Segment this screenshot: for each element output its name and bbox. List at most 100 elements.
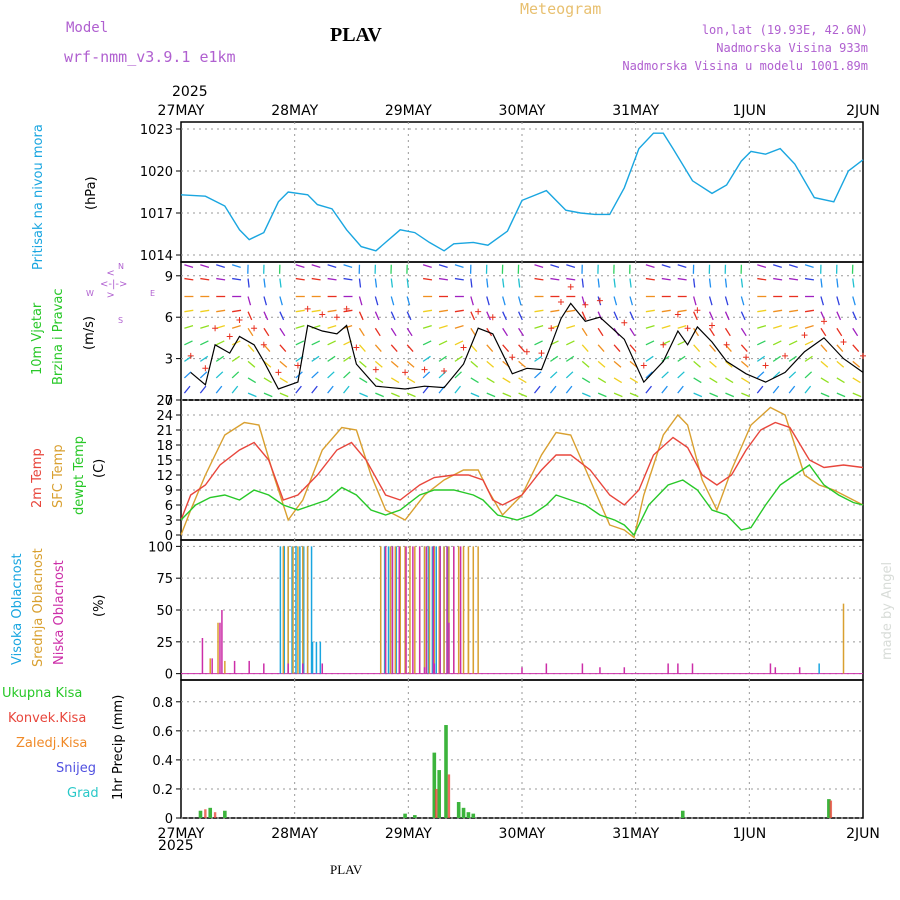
x-tick-top: 29MAY: [385, 103, 432, 119]
precip-total-bar: [466, 812, 471, 818]
wind-arrow: [295, 385, 302, 394]
wind-arrow: [757, 277, 767, 281]
wind-arrow: [629, 360, 638, 368]
gust-mark: [475, 308, 482, 315]
wind-arrow: [756, 385, 764, 394]
x-tick-top: 27MAY: [158, 103, 205, 119]
wind-arrow: [597, 278, 600, 288]
wind-arrow: [247, 327, 254, 337]
y-tick-label: 27: [156, 394, 173, 409]
wind-arrow: [295, 309, 305, 313]
wind-arrow: [708, 296, 713, 306]
wind-arrow: [454, 324, 464, 329]
wind-arrow: [390, 296, 395, 306]
wind-arrow: [311, 340, 321, 346]
precip-total-bar: [827, 799, 831, 818]
wind-arrow: [677, 277, 687, 281]
wind-arrow: [534, 324, 544, 329]
wind-arrow: [709, 392, 719, 398]
wind-arrow: [565, 385, 573, 394]
wind-arrow: [263, 344, 271, 353]
wind-arrow: [247, 311, 253, 321]
wind-arrow: [581, 377, 591, 384]
wind-arrow: [263, 278, 266, 288]
wind-arrow: [263, 296, 268, 306]
wind-arrow: [263, 327, 270, 337]
wind-arrow: [804, 309, 814, 313]
y-tick-label: 1023: [140, 123, 173, 138]
precip-total-bar: [403, 813, 407, 818]
product-title: Meteogram: [520, 0, 602, 18]
precip-total-bar: [432, 752, 437, 818]
wind-arrow: [374, 344, 382, 353]
gust-mark: [684, 325, 691, 332]
wind-arrow: [502, 377, 511, 384]
wind-arrow: [327, 264, 337, 269]
gust-mark: [187, 352, 194, 359]
wind-arrow: [550, 355, 559, 362]
wind-arrow: [438, 324, 448, 329]
gust-mark: [372, 366, 379, 373]
gust-mark: [202, 365, 209, 372]
bottom-station: PLAV: [330, 862, 363, 877]
wind-arrow: [788, 385, 796, 394]
wind-arrow: [661, 324, 671, 329]
wind-arrow: [423, 309, 433, 313]
wind-arrow: [390, 327, 397, 337]
wind-arrow: [518, 344, 525, 353]
precip-total-bar: [208, 807, 213, 818]
wind-arrow: [549, 385, 557, 394]
wind-arrow: [470, 296, 474, 306]
wind-arrow: [343, 324, 353, 329]
wind-arrow: [534, 277, 544, 281]
wind-arrow: [677, 340, 687, 346]
precip-total-bar: [437, 770, 441, 818]
wind-arrow: [311, 309, 321, 313]
wind-arrow: [772, 371, 781, 379]
x-tick-top: 31MAY: [612, 103, 659, 119]
y-tick-label: 1014: [140, 249, 173, 264]
wind-arrow: [422, 324, 432, 329]
wind-arrow: [757, 324, 767, 329]
wind-arrow: [279, 311, 285, 321]
gust-mark: [582, 301, 589, 308]
gust-mark: [421, 366, 428, 373]
wind-arrow: [390, 360, 399, 368]
wind-arrow: [486, 344, 494, 353]
wind-arrow: [327, 355, 336, 362]
wind-arrow: [502, 344, 510, 353]
pressure-label: Pritisak na nivou mora: [31, 124, 46, 270]
wind-arrow: [757, 309, 767, 313]
wind-arrow: [629, 327, 636, 337]
gust-mark: [743, 354, 750, 361]
wind-arrow: [581, 296, 586, 306]
y-tick-label: 0.6: [152, 725, 173, 740]
compass-w: W: [86, 289, 94, 298]
wind-arrow: [804, 277, 814, 281]
wind-arrow: [597, 392, 607, 398]
wind-arrow: [565, 371, 574, 379]
wind-arrow: [374, 360, 383, 368]
wind-arrow: [422, 385, 430, 394]
wind-arrow: [486, 392, 496, 398]
wind-arrow: [422, 355, 431, 362]
wind-arrow: [597, 327, 604, 337]
wind-arrow: [566, 309, 576, 313]
wind-arrow: [343, 355, 352, 362]
wind-arrow: [422, 371, 431, 379]
gust-mark: [821, 318, 828, 325]
wind-arrow: [327, 324, 337, 329]
wind-arrow: [693, 392, 703, 398]
wind-arrow: [804, 385, 812, 394]
pressure-unit: (hPa): [84, 176, 99, 210]
wind-arrow: [183, 371, 192, 379]
wind-arrow: [550, 264, 560, 269]
gust-mark: [694, 307, 701, 314]
wind-arrow: [788, 264, 798, 269]
gust-mark: [548, 325, 555, 332]
model-elevation-text: Nadmorska Visina u modelu 1001.89m: [622, 59, 868, 73]
wind-arrow: [470, 344, 478, 353]
wind-arrow: [470, 377, 479, 384]
wind-arrow: [740, 344, 748, 353]
x-tick-top: 28MAY: [271, 103, 318, 119]
